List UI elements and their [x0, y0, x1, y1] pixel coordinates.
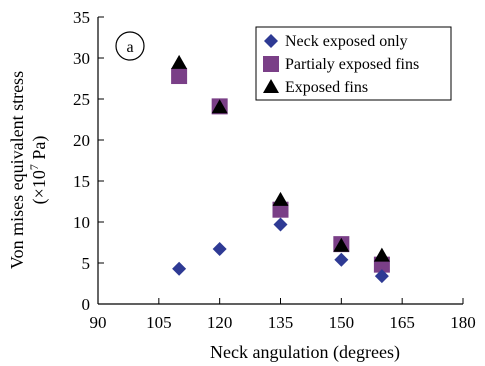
x-tick-label: 120	[207, 313, 233, 332]
panel-label-circle	[115, 31, 145, 61]
legend-label: Neck exposed only	[285, 33, 408, 50]
y-tick-label: 0	[82, 295, 91, 314]
square-point	[171, 68, 188, 85]
x-tick-label: 180	[450, 313, 476, 332]
panel-label: a	[115, 31, 145, 61]
x-tick-label: 150	[329, 313, 355, 332]
x-axis-title: Neck angulation (degrees)	[210, 342, 400, 363]
x-tick-label: 90	[90, 313, 107, 332]
legend-label: Partialy exposed fins	[285, 56, 419, 73]
triangle-point	[333, 237, 350, 252]
diamond-point	[172, 261, 187, 276]
y-tick-label: 10	[73, 213, 90, 232]
data-points	[171, 54, 390, 284]
diamond-point	[212, 242, 227, 257]
y-axis-unit-suffix: Pa)	[29, 136, 50, 165]
diamond-point	[334, 252, 349, 267]
y-axis-unit-exponent: 7	[27, 164, 41, 170]
panel-label-text: a	[126, 39, 133, 56]
y-tick-label: 5	[82, 254, 91, 273]
diamond-point	[374, 269, 389, 284]
legend-diamond-marker	[264, 34, 278, 48]
y-tick-label: 20	[73, 131, 90, 150]
y-tick-label: 35	[73, 8, 90, 27]
legend-triangle-marker	[263, 79, 279, 93]
y-tick-label: 15	[73, 172, 90, 191]
triangle-point	[171, 54, 188, 69]
triangle-point	[272, 191, 289, 206]
diamond-point	[273, 217, 288, 232]
x-ticks: 90 105 120 135 150 165 180	[90, 298, 476, 332]
x-tick-label: 135	[268, 313, 294, 332]
y-ticks: 0 5 10 15 20 25 30 35	[73, 8, 104, 314]
legend-box	[255, 26, 452, 101]
y-tick-label: 30	[73, 49, 90, 68]
y-axis-unit-prefix: (×10	[29, 170, 50, 204]
triangle-point	[211, 99, 228, 114]
y-axis-title-line2: (×107 Pa)	[27, 136, 50, 205]
legend: Neck exposed only Partialy exposed fins Ex…	[255, 26, 452, 101]
legend-label: Exposed fins	[285, 79, 368, 96]
legend-items: Neck exposed only Partialy exposed fins Ex…	[263, 33, 419, 96]
y-axis-title-line1: Von mises equivalent stress	[7, 71, 27, 269]
legend-square-marker	[263, 56, 279, 72]
x-tick-label: 105	[146, 313, 172, 332]
y-tick-label: 25	[73, 90, 90, 109]
triangle-point	[373, 247, 390, 262]
x-tick-label: 165	[389, 313, 415, 332]
